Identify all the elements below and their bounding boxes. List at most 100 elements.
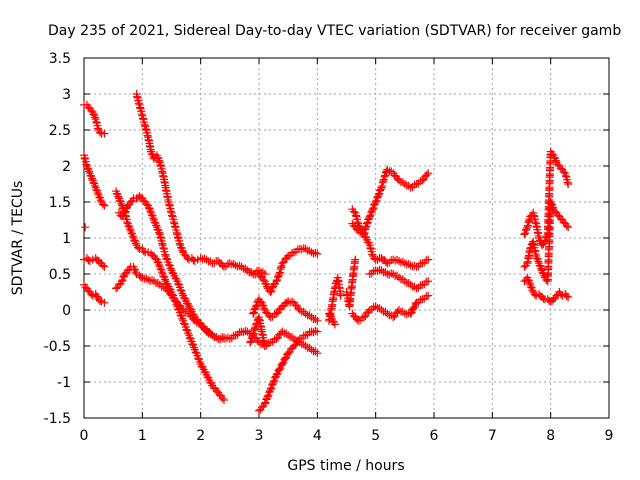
- series-c3: [249, 295, 322, 325]
- data-point: [249, 309, 258, 318]
- data-point: [564, 180, 573, 188]
- data-point: [150, 277, 158, 286]
- data-point: [360, 313, 368, 322]
- data-point: [551, 156, 560, 165]
- data-point: [125, 225, 134, 233]
- data-point: [272, 334, 281, 343]
- data-point: [183, 307, 192, 316]
- data-point: [174, 279, 183, 288]
- data-point: [290, 342, 298, 350]
- data-point: [377, 306, 386, 314]
- data-point: [100, 129, 109, 138]
- data-point: [365, 212, 374, 221]
- data-point: [404, 181, 413, 190]
- data-point: [398, 178, 407, 187]
- series-b3: [115, 192, 322, 358]
- data-point: [162, 254, 171, 263]
- data-point: [153, 279, 162, 287]
- data-point: [176, 311, 185, 320]
- data-point: [220, 334, 228, 343]
- data-point: [400, 259, 409, 268]
- data-point: [282, 329, 291, 338]
- data-point: [138, 273, 147, 282]
- chart-title: Day 235 of 2021, Sidereal Day-to-day VTE…: [48, 23, 621, 39]
- data-point: [564, 293, 573, 302]
- data-point: [295, 306, 304, 314]
- series-d1: [325, 273, 345, 325]
- data-point: [177, 304, 186, 313]
- y-tick-label: 1.5: [49, 195, 71, 211]
- x-tick-label: 7: [488, 428, 497, 444]
- data-point: [278, 259, 287, 268]
- data-point: [537, 264, 546, 273]
- data-point: [166, 289, 175, 298]
- data-point: [243, 327, 252, 336]
- data-point: [139, 247, 148, 256]
- data-point: [284, 331, 293, 340]
- data-point: [133, 243, 142, 252]
- data-point: [313, 349, 322, 358]
- y-tick-label: 0.5: [49, 267, 71, 283]
- data-point: [155, 228, 164, 237]
- x-tick-label: 2: [196, 428, 205, 444]
- data-point: [377, 266, 386, 275]
- data-point: [100, 298, 109, 307]
- data-point: [158, 268, 167, 277]
- data-point: [98, 261, 107, 270]
- data-point: [380, 172, 389, 181]
- x-tick-label: 0: [80, 428, 89, 444]
- data-point: [260, 399, 269, 408]
- data-point: [534, 257, 543, 266]
- data-point: [165, 260, 173, 269]
- data-point: [294, 304, 303, 313]
- data-point: [275, 365, 284, 374]
- y-tick-label: 3.5: [49, 51, 71, 67]
- data-point: [188, 340, 197, 349]
- data-point: [410, 282, 419, 291]
- data-point: [179, 306, 188, 314]
- data-point: [395, 257, 403, 266]
- data-point: [178, 246, 187, 255]
- data-point: [266, 288, 275, 296]
- series-e5: [342, 255, 360, 311]
- data-point: [375, 304, 384, 313]
- data-point: [383, 309, 392, 318]
- data-point: [260, 304, 269, 313]
- data-point: [311, 347, 320, 356]
- data-point: [526, 244, 535, 253]
- series-e4: [365, 265, 433, 293]
- data-point: [398, 275, 407, 284]
- data-point: [371, 302, 380, 311]
- x-tick-label: 6: [430, 428, 439, 444]
- data-point: [117, 199, 126, 208]
- data-point: [299, 307, 308, 316]
- data-point: [352, 225, 361, 233]
- series-c4: [246, 313, 269, 350]
- data-point: [85, 167, 94, 176]
- data-point: [202, 255, 211, 264]
- data-point: [128, 232, 137, 241]
- x-tick-label: 8: [546, 428, 555, 444]
- data-point: [301, 244, 310, 253]
- series-f3: [520, 273, 573, 306]
- data-point: [400, 277, 409, 286]
- data-point: [424, 291, 433, 300]
- data-point: [155, 280, 164, 289]
- data-point: [212, 387, 221, 395]
- data-point: [120, 208, 129, 217]
- data-point: [159, 282, 168, 291]
- data-point: [190, 316, 199, 325]
- data-point: [166, 264, 175, 273]
- data-point: [313, 316, 322, 325]
- y-tick-label: -1.5: [44, 411, 71, 427]
- data-point: [278, 360, 287, 368]
- y-tick-label: -0.5: [44, 339, 71, 355]
- series-a3: [80, 254, 109, 271]
- data-point: [272, 277, 281, 286]
- data-point: [395, 176, 403, 185]
- data-point: [548, 203, 557, 212]
- data-point: [409, 304, 418, 313]
- data-point: [180, 319, 188, 328]
- data-point: [422, 171, 431, 179]
- data-point: [243, 266, 252, 275]
